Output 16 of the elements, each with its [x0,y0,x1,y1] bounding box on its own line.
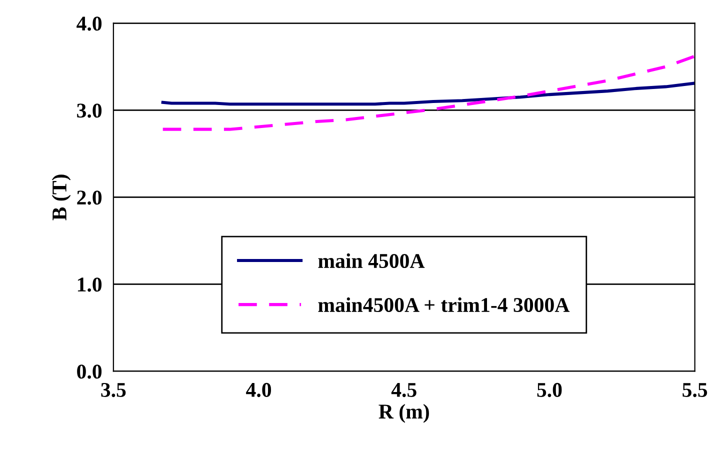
y-tick-label: 4.0 [76,16,102,31]
x-tick-label: 5.5 [682,383,708,398]
y-axis-title: B (T) [52,174,71,220]
line-series [161,54,695,131]
x-axis-title: R (m) [378,404,429,423]
x-tick-label: 4.0 [246,382,272,398]
x-tick-label: 4.5 [391,383,416,398]
line-series [161,82,695,106]
y-tick-label: 0.0 [77,364,102,379]
y-tick-label: 2.0 [77,190,102,205]
x-tick-label: 3.5 [101,382,126,398]
legend-label: main4500A + trim1-4 3000A [318,297,570,312]
x-tick-label: 5.0 [537,382,562,398]
y-tick-label: 3.0 [77,104,102,118]
y-tick-label: 1.0 [78,278,102,292]
legend-label: main 4500A [318,253,425,268]
